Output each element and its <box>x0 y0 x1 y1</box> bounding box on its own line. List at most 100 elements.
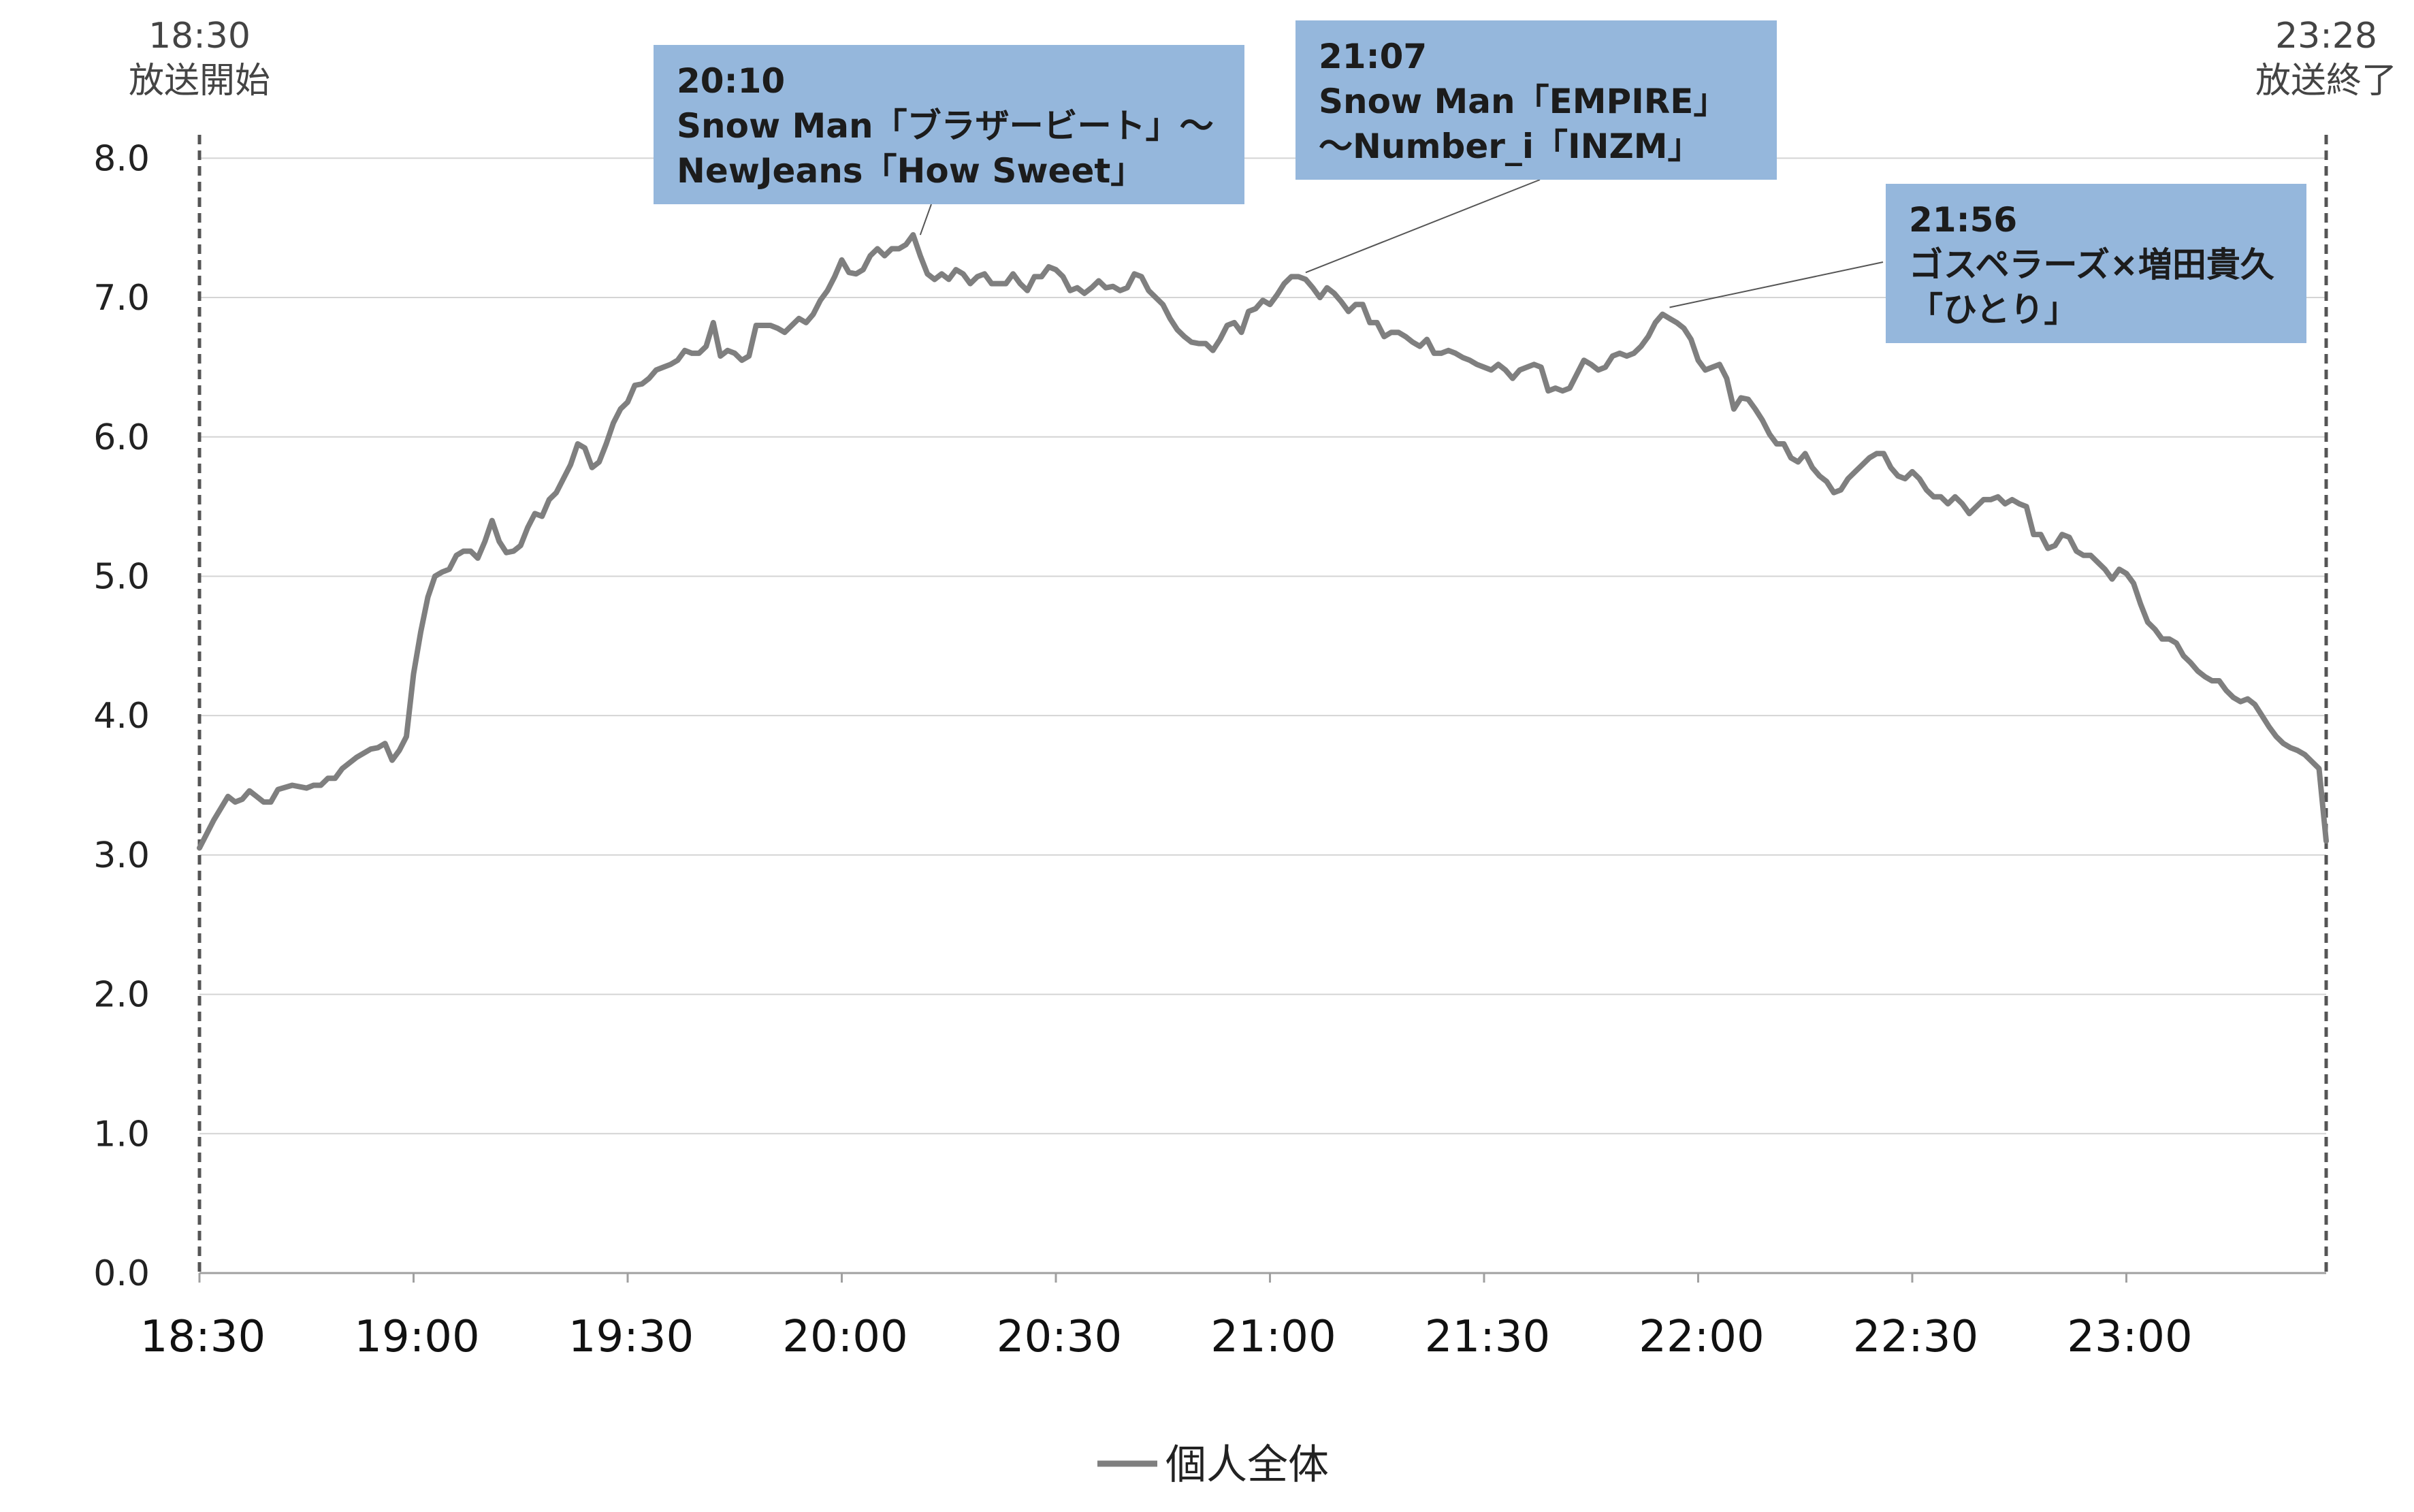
data-point <box>355 756 357 758</box>
annotation-text: 21:56 <box>1909 200 2017 240</box>
x-tick-label: 21:30 <box>1425 1312 1550 1362</box>
data-point <box>1340 301 1342 303</box>
data-point <box>1683 327 1685 329</box>
data-point <box>1440 352 1443 355</box>
data-point <box>291 784 293 786</box>
data-point <box>1012 273 1014 275</box>
series-layer <box>197 231 2329 851</box>
data-point <box>1911 470 1914 473</box>
data-point <box>790 324 793 327</box>
data-point <box>2161 638 2163 640</box>
data-point <box>384 742 386 745</box>
x-tick-label: 19:30 <box>568 1312 694 1362</box>
data-point <box>1783 443 1785 445</box>
data-point <box>1775 443 1777 445</box>
x-tick-label: 18:30 <box>140 1312 265 1362</box>
data-point <box>1155 296 1157 299</box>
data-point <box>1490 369 1492 371</box>
data-point <box>1462 356 1464 359</box>
data-point <box>1226 324 1228 327</box>
legend-label: 個人全体 <box>1165 1441 1329 1489</box>
x-tick-label: 20:00 <box>782 1312 907 1362</box>
data-point <box>1247 310 1250 312</box>
data-point <box>577 443 579 445</box>
data-point <box>1826 481 1828 483</box>
data-point <box>612 422 615 424</box>
data-point <box>2025 505 2027 508</box>
data-point <box>705 345 707 347</box>
data-point <box>1319 296 1321 299</box>
data-point <box>1804 453 1806 455</box>
data-point <box>855 273 857 275</box>
data-point <box>1261 300 1264 302</box>
data-point <box>1790 457 1792 459</box>
data-point <box>912 234 914 236</box>
data-point <box>1511 377 1514 379</box>
data-point <box>556 492 558 494</box>
data-point <box>969 283 971 285</box>
annotation-box <box>1295 20 1777 180</box>
data-point <box>2261 715 2263 717</box>
data-point <box>1882 453 1885 455</box>
data-point <box>955 268 957 271</box>
data-point <box>227 795 229 798</box>
data-point <box>1733 408 1735 410</box>
data-point <box>962 273 964 275</box>
data-point <box>1476 364 1478 366</box>
data-point <box>1675 321 1678 324</box>
data-point <box>1447 349 1449 351</box>
data-point <box>2111 578 2113 580</box>
data-point <box>2146 621 2149 624</box>
data-point <box>1026 289 1029 291</box>
data-point <box>498 541 500 543</box>
data-point <box>1704 369 1707 371</box>
data-point <box>1197 342 1200 344</box>
data-point <box>2118 568 2121 570</box>
data-point <box>1611 355 1613 357</box>
y-tick-label: 3.0 <box>93 835 150 876</box>
data-point <box>1526 366 1528 368</box>
data-point <box>948 278 950 280</box>
data-point <box>1861 464 1863 466</box>
data-point <box>927 273 929 275</box>
data-point <box>869 255 871 257</box>
data-point <box>1654 321 1656 324</box>
data-point <box>2089 554 2092 556</box>
data-point <box>1069 289 1072 291</box>
broadcast-start-label: 放送開始 <box>129 61 270 101</box>
y-tick-label: 8.0 <box>93 138 150 179</box>
data-point <box>1918 478 1920 480</box>
annotation-text: ～Number_i「INZM」 <box>1319 127 1702 166</box>
data-point <box>862 268 865 271</box>
data-point <box>1483 366 1485 368</box>
data-point <box>898 248 900 250</box>
data-point <box>1590 364 1592 366</box>
data-point <box>841 259 843 261</box>
data-point <box>569 464 572 466</box>
data-point <box>534 513 536 515</box>
data-point <box>919 255 922 257</box>
data-point <box>1940 496 1942 498</box>
data-point <box>263 801 265 803</box>
data-point <box>2054 545 2056 547</box>
data-point <box>505 551 507 553</box>
data-point <box>1754 408 1756 410</box>
data-point <box>1233 321 1236 324</box>
data-point <box>812 313 814 315</box>
data-point <box>762 324 765 327</box>
data-point <box>669 364 672 366</box>
annotation-text: Snow Man「ブラザービート」～ <box>677 106 1214 146</box>
y-tick-label: 7.0 <box>93 278 150 319</box>
data-point <box>698 352 701 355</box>
data-point <box>1497 364 1500 366</box>
data-point <box>1997 496 1999 498</box>
data-point <box>320 784 322 786</box>
data-point <box>741 359 743 361</box>
data-point <box>984 273 986 275</box>
data-point <box>277 788 279 790</box>
data-point <box>1726 377 1728 379</box>
data-point <box>748 355 750 357</box>
data-point <box>1191 341 1193 343</box>
data-point <box>1076 287 1078 289</box>
